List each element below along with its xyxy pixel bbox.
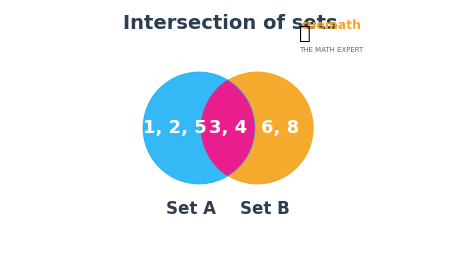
Text: Intersection of sets: Intersection of sets: [123, 14, 337, 33]
Circle shape: [201, 72, 313, 184]
Text: THE MATH EXPERT: THE MATH EXPERT: [299, 47, 363, 53]
Text: 3, 4: 3, 4: [209, 119, 247, 137]
Text: Set B: Set B: [240, 200, 290, 218]
Text: cuemath: cuemath: [300, 19, 361, 32]
Circle shape: [201, 72, 313, 184]
Text: 6, 8: 6, 8: [261, 119, 299, 137]
Text: Set A: Set A: [166, 200, 217, 218]
Circle shape: [143, 72, 255, 184]
Text: 1, 2, 5: 1, 2, 5: [143, 119, 207, 137]
Text: 🚀: 🚀: [300, 24, 311, 43]
